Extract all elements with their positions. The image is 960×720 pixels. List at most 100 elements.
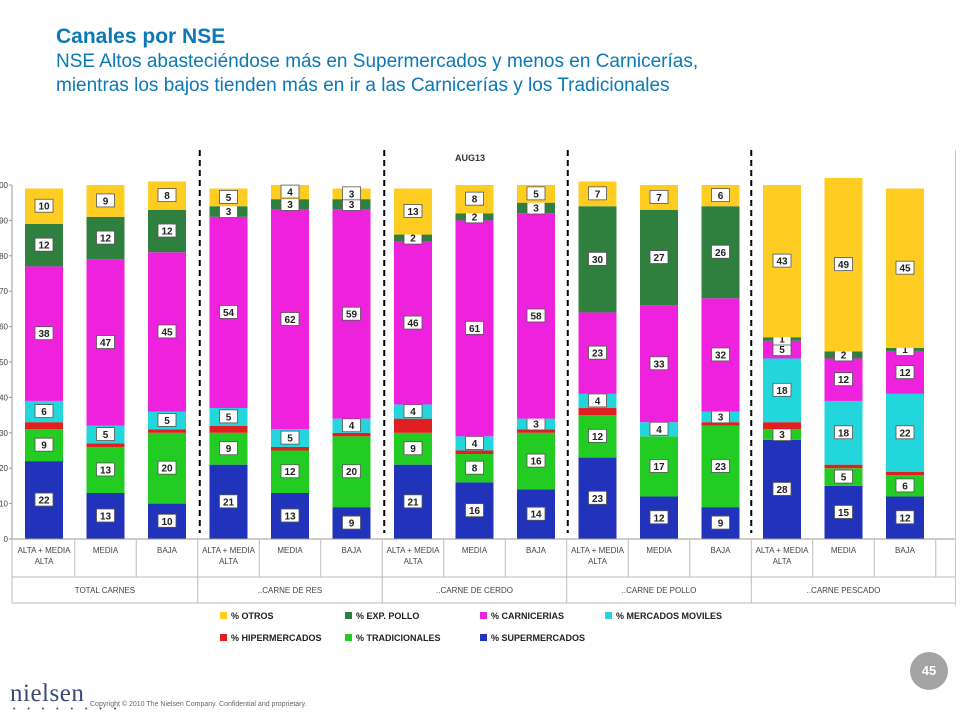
legend-swatch bbox=[220, 634, 227, 641]
data-label: 3 bbox=[226, 207, 232, 218]
legend-label: % EXP. POLLO bbox=[356, 611, 419, 621]
data-label: 12 bbox=[100, 234, 112, 245]
data-label-box bbox=[280, 430, 300, 445]
x-category-label: BAJA bbox=[526, 546, 547, 555]
y-tick-label: 100 bbox=[0, 181, 9, 190]
data-label: 1 bbox=[779, 334, 785, 345]
y-tick-label: 70 bbox=[0, 287, 9, 296]
data-label-box bbox=[219, 305, 238, 319]
data-label: 54 bbox=[223, 308, 235, 319]
x-category-label: ALTA + MEDIA ALTA bbox=[202, 546, 255, 566]
data-label-box bbox=[649, 421, 669, 436]
data-label: 7 bbox=[595, 189, 601, 200]
data-label: 26 bbox=[715, 248, 727, 259]
legend-label: % MERCADOS MOVILES bbox=[616, 611, 722, 621]
data-label: 12 bbox=[899, 513, 911, 524]
x-group-label: ..CARNE DE RES bbox=[258, 586, 322, 595]
data-label-box bbox=[34, 326, 54, 341]
bar-segment bbox=[824, 464, 863, 469]
bar-segment bbox=[394, 418, 432, 433]
data-label: 30 bbox=[592, 255, 604, 266]
data-label-box bbox=[219, 441, 238, 456]
data-label-box bbox=[465, 191, 484, 206]
data-label: 13 bbox=[284, 511, 296, 522]
data-label-box bbox=[895, 478, 915, 493]
data-label: 14 bbox=[530, 510, 542, 521]
data-label: 17 bbox=[653, 462, 665, 473]
data-label-box bbox=[526, 186, 546, 201]
data-label-box bbox=[649, 356, 669, 371]
data-label-box bbox=[96, 230, 115, 245]
y-tick-label: 20 bbox=[0, 464, 9, 473]
data-label: 12 bbox=[284, 467, 296, 478]
data-label: 18 bbox=[838, 428, 850, 439]
x-category-label: BAJA bbox=[157, 546, 178, 555]
title-block: Canales por NSE NSE Altos abasteciéndose… bbox=[56, 24, 936, 98]
data-label: 13 bbox=[100, 511, 112, 522]
data-label-box bbox=[895, 425, 915, 440]
data-label-box bbox=[342, 464, 361, 479]
data-label-box bbox=[711, 515, 730, 530]
data-label: 8 bbox=[472, 195, 478, 206]
data-label-box bbox=[834, 372, 853, 387]
legend-label: % TRADICIONALES bbox=[356, 633, 441, 643]
data-label-box bbox=[96, 193, 115, 208]
data-label-box bbox=[465, 436, 484, 450]
data-label: 62 bbox=[284, 315, 296, 326]
data-label-box bbox=[834, 257, 853, 272]
data-label-box bbox=[34, 198, 54, 213]
data-label: 12 bbox=[838, 375, 850, 386]
data-label: 2 bbox=[410, 234, 416, 245]
data-label-box bbox=[526, 453, 546, 468]
data-label-box bbox=[403, 315, 423, 330]
x-group-label: TOTAL CARNES bbox=[75, 586, 135, 595]
data-label: 8 bbox=[472, 464, 478, 475]
x-category-label: ALTA + MEDIA ALTA bbox=[756, 546, 809, 566]
data-label: 32 bbox=[715, 350, 727, 361]
data-label: 46 bbox=[407, 319, 419, 330]
legend-label: % SUPERMERCADOS bbox=[491, 633, 585, 643]
chart-title: AUG13 bbox=[455, 153, 485, 163]
data-label-box bbox=[280, 312, 300, 326]
data-label: 23 bbox=[592, 494, 604, 505]
legend-label: % OTROS bbox=[231, 611, 274, 621]
data-label-box bbox=[649, 510, 669, 525]
data-label-box bbox=[834, 505, 853, 519]
data-label-box bbox=[342, 306, 361, 321]
data-label: 6 bbox=[718, 191, 724, 202]
bar-segment bbox=[455, 450, 494, 455]
legend-label: % HIPERMERCADOS bbox=[231, 633, 322, 643]
y-tick-label: 0 bbox=[4, 535, 9, 544]
y-tick-label: 40 bbox=[0, 393, 9, 402]
legend-swatch bbox=[345, 634, 352, 641]
data-label: 23 bbox=[715, 462, 727, 473]
data-label-box bbox=[834, 469, 853, 484]
data-label: 9 bbox=[41, 441, 47, 452]
data-label-box bbox=[157, 223, 177, 238]
data-label: 4 bbox=[410, 407, 416, 418]
y-tick-label: 80 bbox=[0, 252, 9, 261]
data-label: 6 bbox=[902, 481, 908, 492]
data-label-box bbox=[526, 506, 546, 521]
data-label: 5 bbox=[779, 345, 785, 356]
data-label: 10 bbox=[161, 517, 173, 528]
data-label: 3 bbox=[779, 430, 785, 441]
data-label-box bbox=[711, 188, 730, 203]
data-label: 38 bbox=[38, 329, 50, 340]
data-label-box bbox=[649, 189, 669, 204]
data-label-box bbox=[219, 409, 238, 424]
data-label: 9 bbox=[349, 519, 355, 530]
data-label: 5 bbox=[533, 189, 539, 200]
data-label-box bbox=[157, 324, 177, 339]
bar-segment bbox=[517, 429, 555, 433]
data-label: 3 bbox=[718, 412, 724, 423]
data-label: 1 bbox=[902, 345, 908, 356]
x-category-label: ALTA + MEDIA ALTA bbox=[571, 546, 624, 566]
bar-segment bbox=[763, 422, 801, 430]
data-label: 5 bbox=[226, 412, 232, 423]
data-label: 9 bbox=[226, 444, 232, 455]
legend-swatch bbox=[480, 612, 487, 619]
y-tick-label: 50 bbox=[0, 358, 9, 367]
data-label: 4 bbox=[349, 421, 355, 432]
data-label-box bbox=[895, 365, 915, 380]
